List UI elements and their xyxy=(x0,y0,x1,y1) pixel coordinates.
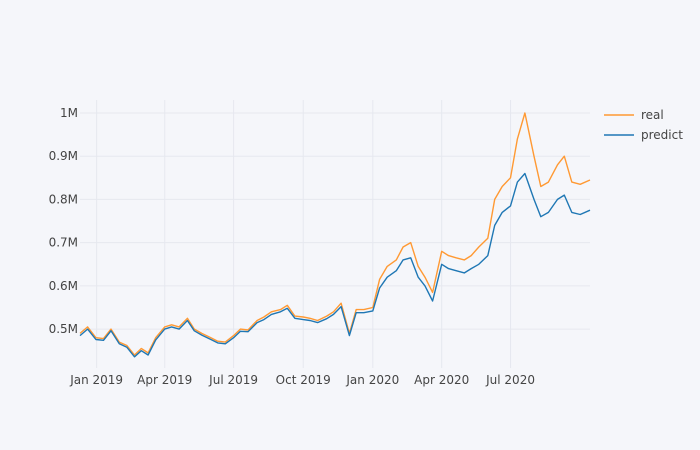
x-tick-label: Oct 2019 xyxy=(276,373,331,387)
series-line-predict xyxy=(79,172,591,358)
series-lines xyxy=(79,112,591,358)
y-tick-label: 1M xyxy=(60,106,78,120)
grid xyxy=(80,100,590,368)
y-tick-label: 0.8M xyxy=(49,192,78,206)
legend-label: predict xyxy=(641,128,683,142)
x-axis-ticks: Jan 2019 Apr 2019 Jul 2019 Oct 2019 Jan 2020… xyxy=(69,373,535,387)
x-tick-label: Jul 2020 xyxy=(485,373,535,387)
legend[interactable]: real predict xyxy=(604,108,683,142)
legend-item-predict[interactable]: predict xyxy=(604,128,683,142)
y-axis-ticks: 0.5M 0.6M 0.7M 0.8M 0.9M 1M xyxy=(49,106,78,336)
y-tick-label: 0.6M xyxy=(49,279,78,293)
x-tick-label: Apr 2020 xyxy=(414,373,469,387)
y-tick-label: 0.7M xyxy=(49,236,78,250)
x-tick-label: Jan 2019 xyxy=(69,373,123,387)
y-tick-label: 0.9M xyxy=(49,149,78,163)
x-tick-label: Jul 2019 xyxy=(208,373,258,387)
x-tick-label: Jan 2020 xyxy=(345,373,399,387)
legend-label: real xyxy=(641,108,664,122)
x-tick-label: Apr 2019 xyxy=(137,373,192,387)
y-tick-label: 0.5M xyxy=(49,322,78,336)
legend-item-real[interactable]: real xyxy=(604,108,664,122)
series-line-real xyxy=(79,112,591,356)
